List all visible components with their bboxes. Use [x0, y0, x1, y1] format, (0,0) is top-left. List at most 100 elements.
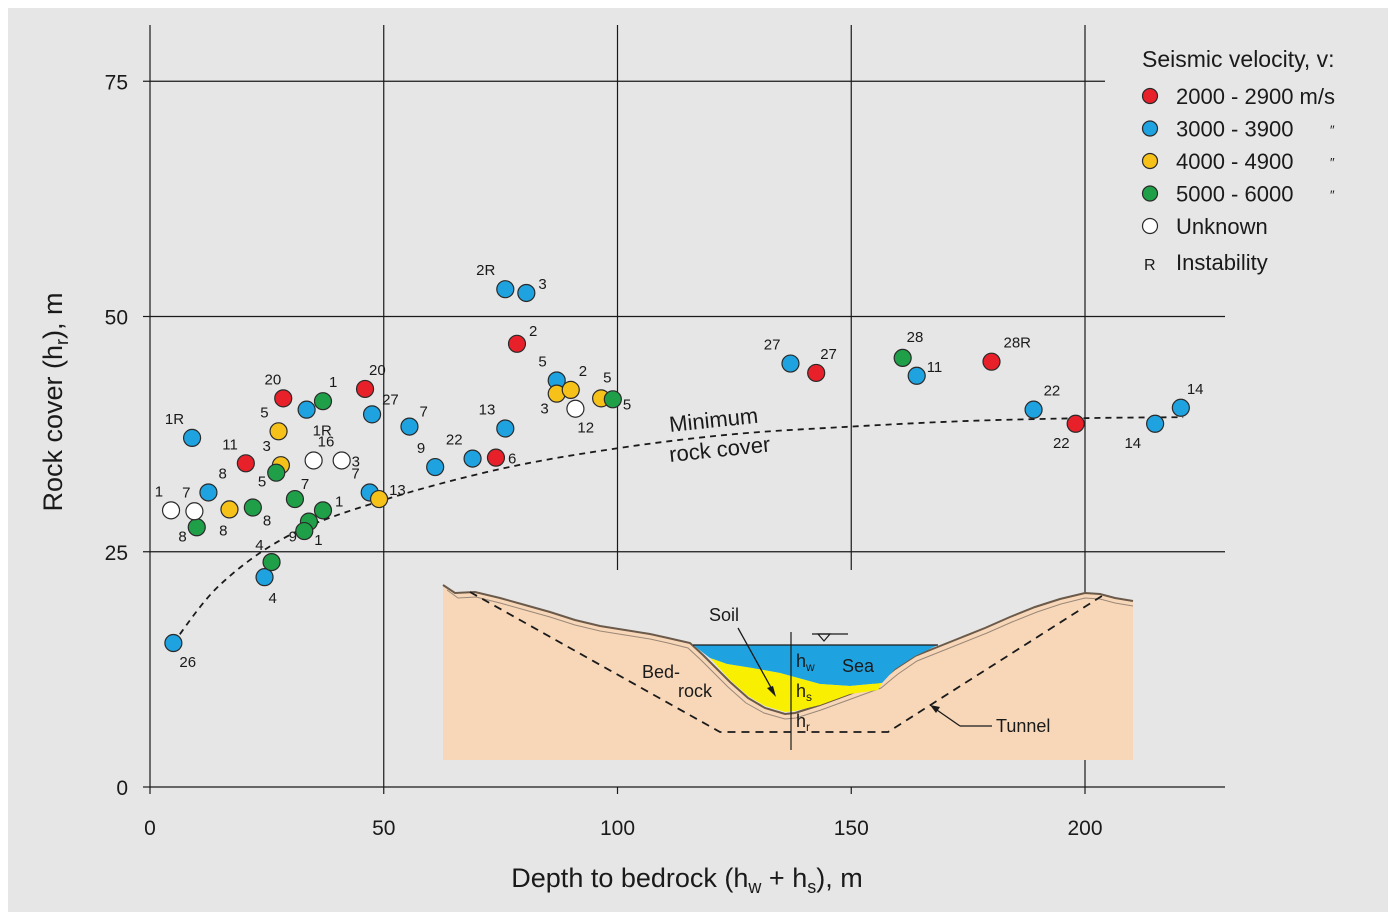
- inset-label-hw: hw: [796, 651, 815, 674]
- inset-tunnel-pointer-head: [930, 705, 940, 713]
- point-label: 12: [577, 420, 594, 437]
- point-label: 27: [820, 346, 837, 363]
- point-blue: [463, 449, 482, 468]
- point-label: 3: [538, 276, 546, 293]
- point-label: 14: [1124, 435, 1141, 452]
- point-yellow: [220, 500, 239, 519]
- point-blue: [781, 354, 800, 373]
- x-tick-label: 200: [1067, 817, 1102, 840]
- point-label: 8: [219, 522, 227, 539]
- point-green: [187, 518, 206, 537]
- point-label: 4: [255, 537, 263, 554]
- point-white: [161, 501, 181, 520]
- point-label: 8: [218, 465, 226, 482]
- point-blue: [907, 366, 926, 385]
- point-blue: [199, 483, 218, 502]
- legend-instability-symbol: R: [1144, 257, 1156, 274]
- point-green: [603, 390, 622, 409]
- legend-label-red: 2000 - 2900 m/s: [1176, 84, 1335, 109]
- y-tick-label: 0: [116, 777, 128, 800]
- point-label: 2: [579, 363, 587, 380]
- point-label: 27: [382, 391, 399, 408]
- point-label: 3: [540, 401, 548, 418]
- legend-marker-blue: [1141, 120, 1159, 137]
- legend-instability-label: Instability: [1176, 250, 1268, 275]
- point-label: 26: [179, 654, 196, 671]
- point-blue: [496, 419, 515, 438]
- point-red: [507, 334, 527, 353]
- legend: Seismic velocity, v: 2000 - 2900 m/s 3000…: [1108, 35, 1378, 280]
- point-green: [893, 348, 912, 368]
- inset-sea: [693, 645, 938, 686]
- inset-label-sea: Sea: [842, 656, 875, 676]
- point-label: 5: [258, 474, 266, 491]
- point-green: [243, 498, 262, 517]
- legend-ditto-mark: ″: [1330, 123, 1335, 138]
- legend-marker-yellow: [1141, 152, 1159, 170]
- inset-soil-pointer: [737, 627, 775, 694]
- point-label: 20: [369, 362, 386, 379]
- inset-label-bedrock-1: Bed-: [642, 662, 680, 682]
- point-label: 5: [623, 396, 631, 413]
- point-yellow: [369, 489, 389, 509]
- point-red: [486, 448, 506, 467]
- y-axis-title: Rock cover (hr), m: [38, 292, 72, 511]
- inset-ground-line-inner: [446, 589, 1134, 720]
- point-blue: [362, 405, 382, 424]
- legend-marker-white: [1141, 217, 1159, 235]
- legend-ditto-mark: ″: [1330, 155, 1335, 170]
- point-red: [355, 379, 375, 399]
- minimum-rock-cover-curve: [172, 416, 1184, 644]
- point-blue: [1024, 400, 1043, 419]
- point-label: 9: [417, 440, 425, 457]
- y-tick-label: 50: [105, 307, 128, 330]
- point-label: 1: [314, 532, 322, 549]
- point-blue: [164, 633, 183, 653]
- inset-tunnel-diagram: Soil Sea Bed- rock Tunnel hw hs hr: [442, 584, 1134, 760]
- inset-soil-pointer-head: [767, 686, 776, 697]
- point-label: 8: [263, 513, 271, 530]
- x-tick-label: 0: [144, 817, 156, 840]
- point-label: 11: [222, 436, 238, 453]
- legend-title: Seismic velocity, v:: [1142, 46, 1335, 72]
- grid: [143, 25, 1225, 794]
- point-label: 2: [529, 323, 537, 340]
- point-label: 16: [318, 433, 335, 450]
- point-label: 27: [764, 337, 781, 354]
- point-yellow: [561, 380, 580, 399]
- point-label: 22: [446, 432, 463, 449]
- point-white: [566, 399, 585, 418]
- point-label: 28: [907, 329, 924, 346]
- point-label: 14: [1187, 381, 1204, 398]
- point-label: 7: [301, 476, 309, 493]
- inset-water-marker-triangle: [816, 633, 832, 642]
- point-label: 13: [479, 401, 496, 418]
- point-label: 9: [289, 529, 297, 546]
- point-label: 1: [329, 374, 337, 391]
- point-label: 20: [265, 371, 282, 388]
- point-red: [1066, 414, 1085, 433]
- inset-soil: [710, 658, 882, 712]
- point-blue: [426, 457, 445, 477]
- point-label: 2R: [476, 262, 495, 279]
- point-white: [185, 502, 204, 521]
- point-blue: [297, 400, 316, 419]
- legend-label-green: 5000 - 6000: [1176, 182, 1293, 207]
- point-red: [274, 389, 293, 408]
- point-label: 1: [155, 483, 163, 500]
- point-blue: [1171, 398, 1190, 417]
- point-label: 5: [538, 353, 546, 370]
- point-label: 11: [927, 359, 943, 376]
- legend-label-blue: 3000 - 3900: [1176, 117, 1293, 142]
- point-label: 5: [603, 369, 611, 386]
- point-label: 3: [263, 438, 271, 455]
- point-label: 7: [419, 404, 427, 421]
- legend-entries: 2000 - 2900 m/s 3000 - 3900 ″ 4000 - 4900 ″ 5…: [1141, 84, 1335, 239]
- point-yellow: [269, 422, 288, 441]
- legend-label-yellow: 4000 - 4900: [1176, 149, 1293, 174]
- point-blue: [182, 428, 202, 447]
- point-label: 8: [178, 528, 186, 545]
- y-tick-label: 25: [105, 542, 128, 565]
